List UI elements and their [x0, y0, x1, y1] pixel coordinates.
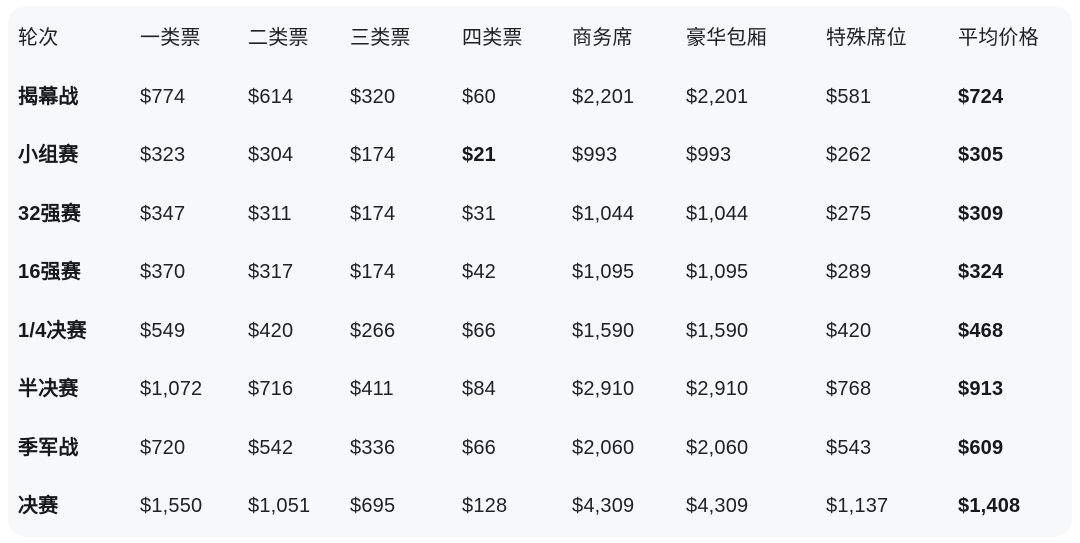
price-cell: $66 — [462, 319, 496, 342]
row-label: 揭幕战 — [18, 85, 79, 108]
price-cell: $60 — [462, 85, 496, 108]
price-cell: $411 — [350, 378, 394, 401]
price-cell: $1,095 — [572, 261, 635, 284]
price-cell: $262 — [826, 144, 872, 167]
price-cell: $2,201 — [686, 85, 749, 108]
column-header: 轮次 — [18, 27, 59, 50]
column-header: 平均价格 — [958, 27, 1039, 50]
avg-price-cell: $468 — [958, 319, 1004, 342]
price-cell: $66 — [462, 436, 496, 459]
price-cell: $993 — [686, 144, 732, 167]
price-cell: $1,137 — [826, 495, 889, 518]
price-cell: $323 — [140, 144, 186, 167]
row-label: 16强赛 — [18, 261, 82, 284]
price-cell: $31 — [462, 202, 496, 225]
column-header: 二类票 — [248, 27, 309, 50]
price-cell: $2,910 — [572, 378, 635, 401]
price-cell: $2,201 — [572, 85, 635, 108]
price-cell: $716 — [248, 378, 294, 401]
price-cell: $1,051 — [248, 495, 311, 518]
price-cell: $542 — [248, 436, 294, 459]
price-cell: $420 — [248, 319, 294, 342]
price-cell: $84 — [462, 378, 496, 401]
price-cell: $304 — [248, 144, 294, 167]
avg-price-cell: $724 — [958, 85, 1004, 108]
price-cell: $275 — [826, 202, 872, 225]
avg-price-cell: $305 — [958, 144, 1004, 167]
price-cell: $370 — [140, 261, 186, 284]
price-cell: $1,044 — [572, 202, 635, 225]
column-header: 商务席 — [572, 27, 633, 50]
price-cell: $549 — [140, 319, 186, 342]
price-cell: $768 — [826, 378, 872, 401]
price-cell: $336 — [350, 436, 396, 459]
column-header: 三类票 — [350, 27, 411, 50]
price-cell: $4,309 — [572, 495, 635, 518]
price-cell: $128 — [462, 495, 508, 518]
price-cell: $174 — [350, 202, 396, 225]
column-header: 豪华包厢 — [686, 27, 767, 50]
price-cell: $774 — [140, 85, 186, 108]
ticket-price-table: 轮次 一类票 二类票 三类票 四类票 商务席 豪华包厢 特殊席位 平均价格 揭幕… — [8, 6, 1072, 537]
price-cell: $581 — [826, 85, 872, 108]
avg-price-cell: $1,408 — [958, 495, 1021, 518]
row-label: 季军战 — [18, 436, 79, 459]
price-cell: $720 — [140, 436, 186, 459]
price-cell: $174 — [350, 144, 396, 167]
price-cell: $42 — [462, 261, 496, 284]
price-cell: $1,590 — [572, 319, 635, 342]
price-cell: $2,910 — [686, 378, 749, 401]
price-cell: $4,309 — [686, 495, 749, 518]
price-cell: $311 — [248, 202, 292, 225]
price-cell: $614 — [248, 85, 294, 108]
price-cell: $2,060 — [686, 436, 749, 459]
price-cell: $1,072 — [140, 378, 203, 401]
row-label: 小组赛 — [18, 144, 79, 167]
price-cell: $289 — [826, 261, 872, 284]
avg-price-cell: $309 — [958, 202, 1004, 225]
price-cell: $174 — [350, 261, 396, 284]
row-label: 32强赛 — [18, 202, 82, 225]
price-cell: $1,095 — [686, 261, 749, 284]
column-header: 四类票 — [462, 27, 523, 50]
price-cell: $2,060 — [572, 436, 635, 459]
row-label: 1/4决赛 — [18, 319, 87, 342]
row-label: 半决赛 — [18, 378, 79, 401]
price-cell: $347 — [140, 202, 186, 225]
price-cell: $1,044 — [686, 202, 749, 225]
column-header: 特殊席位 — [826, 27, 907, 50]
avg-price-cell: $609 — [958, 436, 1004, 459]
price-cell: $320 — [350, 85, 396, 108]
price-cell: $317 — [248, 261, 294, 284]
column-header: 一类票 — [140, 27, 201, 50]
avg-price-cell: $324 — [958, 261, 1004, 284]
row-label: 决赛 — [18, 495, 59, 518]
price-cell: $695 — [350, 495, 396, 518]
price-cell: $993 — [572, 144, 618, 167]
price-cell: $1,550 — [140, 495, 203, 518]
price-cell-min: $21 — [462, 144, 496, 167]
price-cell: $1,590 — [686, 319, 749, 342]
avg-price-cell: $913 — [958, 378, 1004, 401]
price-cell: $543 — [826, 436, 872, 459]
price-cell: $420 — [826, 319, 872, 342]
price-cell: $266 — [350, 319, 396, 342]
